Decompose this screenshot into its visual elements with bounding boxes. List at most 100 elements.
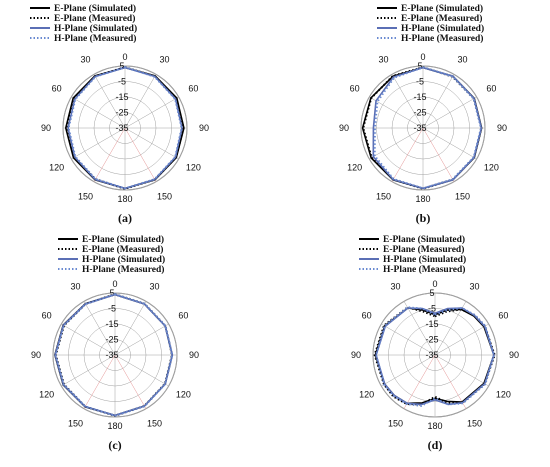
angle-tick-label: 90: [31, 350, 41, 360]
grid-spoke: [114, 323, 169, 356]
grid-spoke: [124, 127, 157, 182]
angle-tick-label: 60: [42, 311, 52, 321]
angle-tick-label: 30: [159, 55, 169, 65]
angle-tick-label: 150: [388, 418, 403, 428]
series-line: [362, 66, 483, 190]
angle-tick-label: 180: [415, 194, 430, 204]
series-line: [372, 66, 483, 190]
angle-tick-label: 90: [41, 123, 51, 133]
angle-tick-label: 30: [390, 282, 400, 292]
angle-tick-label: 120: [49, 163, 64, 173]
polar-chart-c: 0 30 60 90 120 150 180 150 120 90 60 30 5 -5 -15 -25 -35…: [31, 234, 199, 452]
angle-tick-label: 0: [420, 52, 425, 62]
radial-tick-label: -15: [425, 319, 438, 329]
grid-spoke: [114, 301, 147, 356]
legend-label: H-Plane (Simulated): [82, 254, 165, 265]
angle-tick-label: 30: [469, 282, 479, 292]
legend-label: E-Plane (Measured): [82, 244, 163, 255]
legend-label: H-Plane (Measured): [401, 33, 483, 44]
angle-tick-label: 180: [117, 194, 132, 204]
grid-spoke: [381, 323, 436, 356]
angle-tick-label: 60: [350, 84, 360, 94]
grid-spoke: [403, 354, 436, 409]
radial-tick-label: -15: [105, 319, 118, 329]
radial-tick-label: -5: [108, 304, 116, 314]
angle-tick-label: 150: [467, 418, 482, 428]
angle-tick-label: 0: [432, 279, 437, 289]
legend-label: E-Plane (Measured): [401, 13, 482, 24]
angle-tick-label: 180: [107, 421, 122, 431]
grid-spoke: [71, 96, 126, 129]
radial-tick-label: -35: [105, 350, 118, 360]
radial-tick-label: 5: [429, 288, 434, 298]
grid-spoke: [114, 354, 147, 409]
series-line: [67, 66, 183, 190]
radial-tick-label: 5: [119, 61, 124, 71]
angle-tick-label: 60: [52, 84, 62, 94]
angle-tick-label: 120: [39, 390, 54, 400]
angle-tick-label: 120: [359, 390, 374, 400]
grid-spoke: [93, 127, 126, 182]
radial-tick-label: -5: [428, 304, 436, 314]
grid-spoke: [124, 74, 157, 129]
legend-label: E-Plane (Simulated): [82, 234, 164, 245]
radial-tick-label: -5: [416, 77, 424, 87]
radial-tick-label: -35: [425, 350, 438, 360]
grid-spoke: [83, 301, 116, 356]
grid-spoke: [61, 354, 116, 387]
legend-label: E-Plane (Measured): [54, 13, 135, 24]
radial-tick-label: -5: [118, 77, 126, 87]
grid-spoke: [381, 354, 436, 387]
radial-tick-label: -25: [105, 335, 118, 345]
panel-caption: (c): [108, 438, 121, 452]
angle-tick-label: 120: [176, 390, 191, 400]
angle-tick-label: 120: [484, 163, 499, 173]
legend-label: E-Plane (Measured): [383, 244, 464, 255]
legend-label: H-Plane (Simulated): [54, 23, 137, 34]
series-line: [65, 66, 185, 190]
radial-tick-label: 5: [417, 61, 422, 71]
angle-tick-label: 90: [497, 123, 507, 133]
grid-spoke: [391, 74, 424, 129]
angle-tick-label: 150: [147, 418, 162, 428]
angle-tick-label: 0: [122, 52, 127, 62]
angle-tick-label: 180: [427, 421, 442, 431]
radial-tick-label: -25: [115, 108, 128, 118]
angle-tick-label: 30: [149, 282, 159, 292]
angle-tick-label: 30: [457, 55, 467, 65]
angle-tick-label: 60: [362, 311, 372, 321]
angle-tick-label: 120: [496, 390, 511, 400]
angle-tick-label: 60: [178, 311, 188, 321]
angle-tick-label: 150: [68, 418, 83, 428]
angle-tick-label: 120: [347, 163, 362, 173]
angle-tick-label: 60: [486, 84, 496, 94]
angle-tick-label: 30: [80, 55, 90, 65]
legend-label: H-Plane (Simulated): [383, 254, 466, 265]
angle-tick-label: 60: [498, 311, 508, 321]
radial-tick-label: -25: [413, 108, 426, 118]
angle-tick-label: 90: [199, 123, 209, 133]
legend-label: H-Plane (Measured): [54, 33, 136, 44]
grid-spoke: [369, 96, 424, 129]
grid-spoke: [422, 96, 477, 129]
angle-tick-label: 90: [189, 350, 199, 360]
radial-tick-label: 5: [109, 288, 114, 298]
angle-tick-label: 150: [376, 191, 391, 201]
legend-label: E-Plane (Simulated): [383, 234, 465, 245]
polar-chart-b: 0 30 60 90 120 150 180 150 120 90 60 30 5 -5 -15 -25 -35…: [339, 3, 507, 225]
grid-spoke: [114, 354, 169, 387]
angle-tick-label: 30: [378, 55, 388, 65]
series-line: [375, 307, 495, 406]
angle-tick-label: 60: [188, 84, 198, 94]
grid-spoke: [83, 354, 116, 409]
panel-caption: (b): [416, 211, 431, 225]
radial-tick-label: -25: [425, 335, 438, 345]
legend-label: H-Plane (Simulated): [401, 23, 484, 34]
grid-spoke: [124, 96, 179, 129]
radial-tick-label: -35: [413, 123, 426, 133]
radial-tick-label: -15: [413, 92, 426, 102]
radial-tick-label: -15: [115, 92, 128, 102]
angle-tick-label: 90: [339, 123, 349, 133]
grid-spoke: [391, 127, 424, 182]
